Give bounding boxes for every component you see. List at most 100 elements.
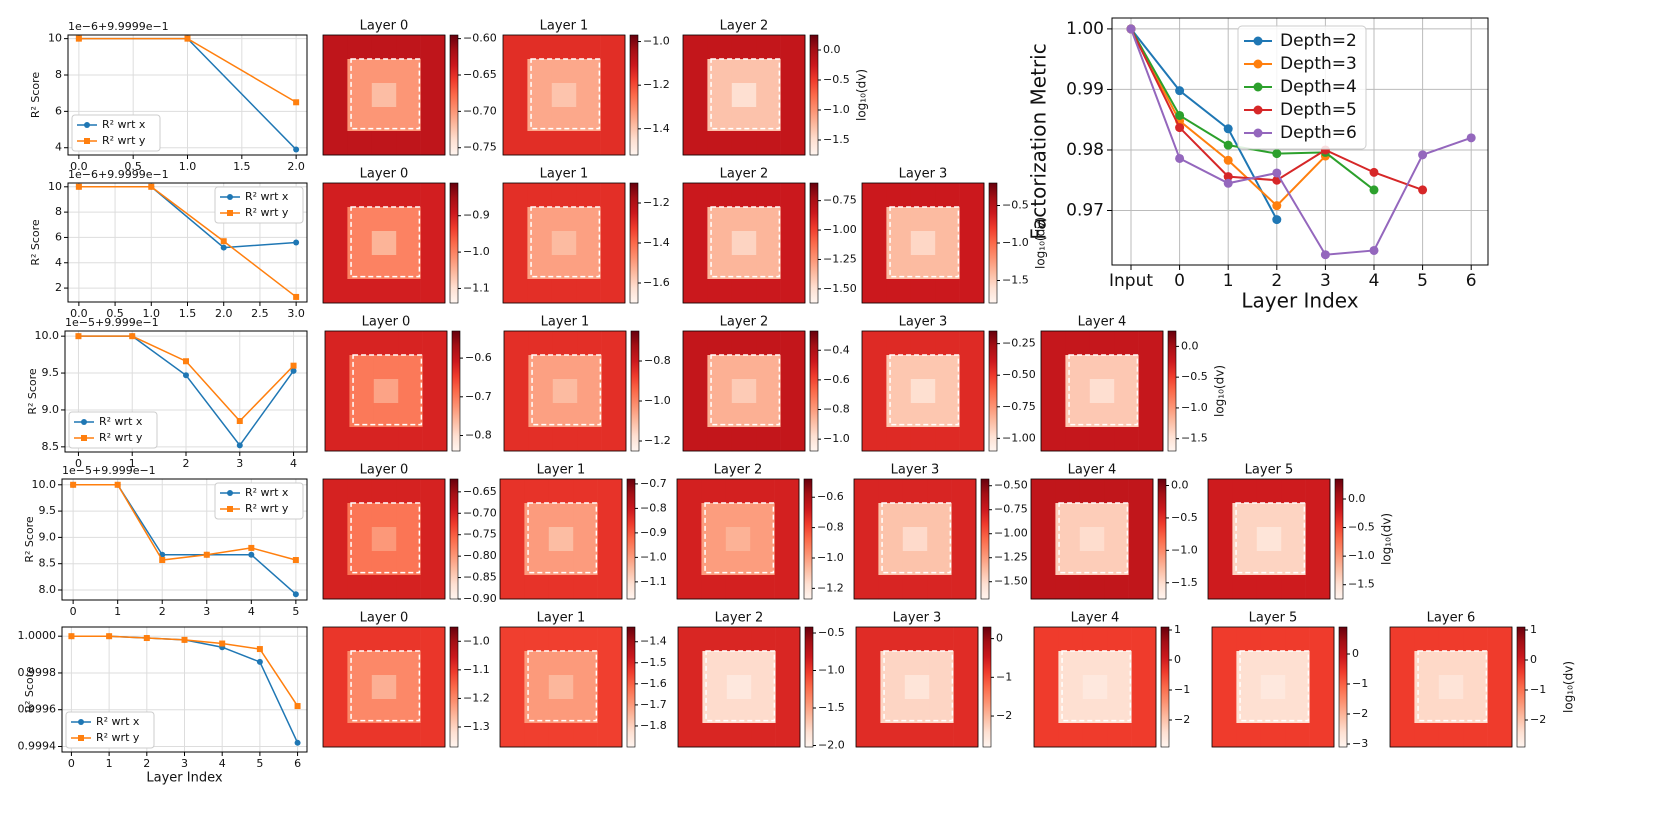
heatmap-cell	[347, 107, 373, 132]
heatmap-cell	[959, 255, 985, 280]
colorbar	[449, 478, 459, 600]
heatmap-cell	[683, 379, 708, 404]
heatmap-cell	[910, 279, 936, 304]
heatmap-cell	[371, 699, 397, 724]
heatmap-cell	[707, 427, 733, 452]
legend-label: R² wrt x	[96, 715, 140, 728]
colorbar-tick-label: −1.5	[818, 701, 845, 714]
heatmap-cell	[600, 59, 626, 84]
heatmap-cell	[726, 651, 752, 676]
heatmap-cell	[527, 131, 553, 156]
legend-label: Depth=3	[1280, 54, 1357, 74]
x-tick-label: 1.5	[233, 160, 251, 173]
heatmap-cell	[573, 551, 598, 576]
offset-label: 1e−5+9.999e−1	[62, 464, 156, 477]
heatmap-cell	[1128, 503, 1154, 528]
heatmap-cell	[1260, 699, 1286, 724]
plot-frame	[1111, 17, 1489, 266]
x-tick-label: 0	[75, 457, 82, 470]
heatmap-cell	[601, 427, 627, 452]
x-tick-label: 6	[294, 757, 301, 770]
heatmap-cell	[678, 699, 703, 724]
heatmap-cell	[577, 427, 602, 452]
heatmap-cell	[527, 207, 553, 232]
heatmap-cell	[503, 131, 528, 156]
x-tick-label: 2.5	[251, 307, 269, 320]
x-axis-label: Layer Index	[146, 771, 222, 786]
heatmap-title: Layer 4	[1071, 611, 1120, 626]
heatmap-cell	[862, 331, 887, 356]
colorbar-tick-label: −1.50	[994, 575, 1028, 588]
colorbar-tick-label: −1.0	[818, 664, 845, 677]
heatmap-cell	[524, 651, 550, 676]
colorbar	[809, 34, 819, 156]
heatmap-cell	[927, 551, 952, 576]
region-box	[1417, 650, 1488, 722]
heatmap-cell	[396, 107, 421, 132]
heatmap-cell	[731, 35, 757, 60]
heatmap-cell	[1212, 723, 1237, 748]
colorbar-tick-label: −0.60	[463, 32, 497, 45]
heatmap-cell	[577, 403, 602, 428]
heatmap-cell	[323, 551, 348, 576]
heatmap-cell	[396, 575, 421, 600]
region-box	[1061, 650, 1132, 722]
y-tick-label: 8.5	[42, 440, 60, 453]
heatmap-cell	[1114, 331, 1139, 356]
heatmap-cell	[396, 675, 421, 700]
heatmap-cell	[756, 207, 781, 232]
heatmap-cell	[902, 527, 928, 552]
heatmap-cell	[551, 183, 577, 208]
colorbar-tick-label: −1.0	[1171, 543, 1198, 556]
y-tick-label: 0.98	[1066, 140, 1104, 160]
legend-label: R² wrt x	[245, 190, 289, 203]
heatmap-cell	[1128, 575, 1154, 600]
colorbar-tick-label: −0.70	[463, 506, 497, 519]
marker	[1272, 201, 1282, 211]
marker	[1223, 178, 1233, 188]
heatmap-cell	[601, 355, 627, 380]
heatmap-cell	[548, 675, 574, 700]
heatmap-cell	[951, 503, 977, 528]
heatmap-cell	[420, 723, 446, 748]
heatmap-cell	[862, 207, 887, 232]
colorbar-tick-label: −1.0	[463, 245, 490, 258]
heatmap-frame	[682, 330, 806, 452]
heatmap-cell	[1212, 627, 1237, 652]
heatmap-cell	[935, 379, 960, 404]
marker	[1223, 172, 1233, 182]
y-axis-label: R² Score	[23, 516, 36, 563]
heatmap-cell	[886, 331, 912, 356]
heatmap-cell	[325, 379, 350, 404]
heatmap-cell	[577, 331, 602, 356]
x-tick-label: 1	[106, 757, 113, 770]
heatmap-cell	[503, 255, 528, 280]
heatmap-cell	[701, 575, 727, 600]
heatmap-cell	[1309, 699, 1335, 724]
heatmap-cell	[880, 723, 906, 748]
heatmap-cell	[500, 503, 525, 528]
heatmap-cell	[420, 279, 446, 304]
x-tick-label: 5	[292, 605, 299, 618]
heatmap-cell	[1208, 503, 1233, 528]
heatmap-cell	[678, 723, 703, 748]
colorbar-tick-label: −2.0	[818, 739, 845, 752]
marker	[1175, 123, 1185, 133]
marker	[203, 551, 210, 558]
x-tick-label: 2	[1271, 271, 1282, 291]
heatmap-cell	[1463, 699, 1488, 724]
colorbar-tick-label: −1.00	[1002, 431, 1036, 444]
heatmap-cell	[323, 59, 348, 84]
heatmap-cell	[396, 503, 421, 528]
heatmap-cell	[1089, 403, 1115, 428]
heatmap-cell	[854, 479, 879, 504]
heatmap-cell	[774, 527, 800, 552]
colorbar-tick-label: −1.4	[643, 122, 670, 135]
heatmap-cell	[325, 427, 350, 452]
heatmap-cell	[420, 107, 446, 132]
colorbar-tick-label: −2	[1174, 713, 1190, 726]
x-tick-label: 3	[1320, 271, 1331, 291]
legend	[65, 711, 155, 749]
heatmap-cell	[597, 479, 623, 504]
